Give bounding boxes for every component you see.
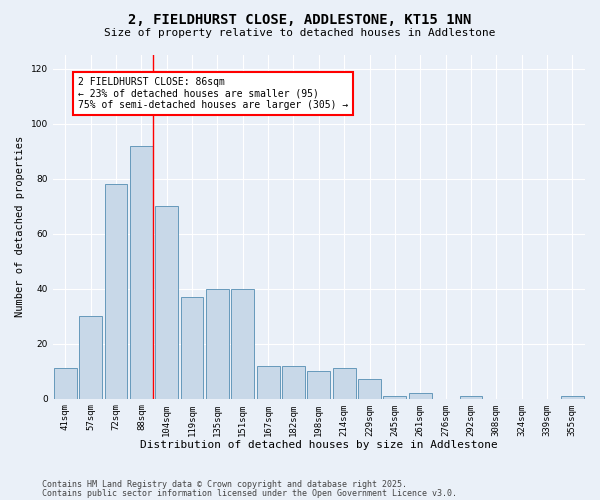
Bar [358,380,381,398]
Bar [383,396,406,398]
Bar [104,184,127,398]
Y-axis label: Number of detached properties: Number of detached properties [15,136,25,318]
Text: 2 FIELDHURST CLOSE: 86sqm
← 23% of detached houses are smaller (95)
75% of semi-: 2 FIELDHURST CLOSE: 86sqm ← 23% of detac… [78,77,348,110]
Bar [54,368,77,398]
Bar [206,288,229,399]
Text: Contains HM Land Registry data © Crown copyright and database right 2025.: Contains HM Land Registry data © Crown c… [42,480,407,489]
Bar [181,297,203,398]
Bar [232,288,254,399]
Bar [561,396,584,398]
Bar [460,396,482,398]
Bar [409,393,431,398]
Bar [130,146,153,398]
Bar [333,368,356,398]
Bar [79,316,102,398]
Text: Size of property relative to detached houses in Addlestone: Size of property relative to detached ho… [104,28,496,38]
Bar [155,206,178,398]
Bar [282,366,305,398]
Text: Contains public sector information licensed under the Open Government Licence v3: Contains public sector information licen… [42,489,457,498]
Text: 2, FIELDHURST CLOSE, ADDLESTONE, KT15 1NN: 2, FIELDHURST CLOSE, ADDLESTONE, KT15 1N… [128,12,472,26]
X-axis label: Distribution of detached houses by size in Addlestone: Distribution of detached houses by size … [140,440,498,450]
Bar [307,371,330,398]
Bar [257,366,280,398]
